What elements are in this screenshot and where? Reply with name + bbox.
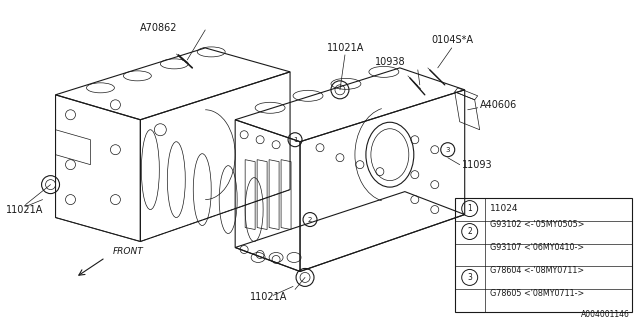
Text: 1: 1 [467, 204, 472, 213]
Text: 11021A: 11021A [6, 204, 43, 215]
Text: G93107 <'06MY0410->: G93107 <'06MY0410-> [490, 243, 584, 252]
Text: G78605 <'08MY0711->: G78605 <'08MY0711-> [490, 289, 584, 298]
Text: G78604 <-'08MY0711>: G78604 <-'08MY0711> [490, 266, 584, 275]
Text: 11021A: 11021A [327, 43, 365, 53]
Text: 3: 3 [445, 147, 450, 153]
Text: 0104S*A: 0104S*A [432, 35, 474, 45]
Text: G93102 <-'05MY0505>: G93102 <-'05MY0505> [490, 220, 584, 229]
Text: A70862: A70862 [140, 23, 177, 33]
Text: 11093: 11093 [461, 160, 492, 170]
Text: A40606: A40606 [479, 100, 517, 110]
Text: A004001146: A004001146 [580, 310, 629, 319]
Text: 2: 2 [467, 227, 472, 236]
Text: 11024: 11024 [490, 204, 518, 213]
Text: 3: 3 [467, 273, 472, 282]
Text: FRONT: FRONT [113, 247, 143, 256]
Text: 2: 2 [308, 217, 312, 222]
Text: 11021A: 11021A [250, 292, 287, 302]
Text: 1: 1 [293, 137, 298, 143]
Text: 10938: 10938 [374, 57, 405, 67]
